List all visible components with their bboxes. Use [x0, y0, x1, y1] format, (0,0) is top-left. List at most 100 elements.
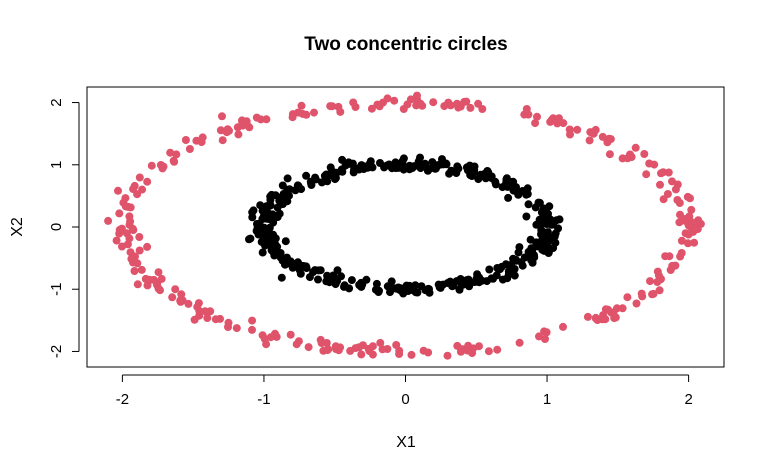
outer-circle-point — [170, 157, 179, 166]
outer-circle-point — [454, 103, 463, 112]
outer-circle-point — [288, 113, 297, 122]
outer-circle-point — [413, 91, 421, 100]
x-tick-label: -2 — [116, 391, 129, 408]
outer-circle-point — [138, 185, 147, 194]
inner-circle-point — [364, 163, 373, 172]
inner-circle-point — [539, 204, 548, 213]
y-axis: -2 -1 0 1 2 — [48, 98, 80, 358]
outer-circle-point — [668, 261, 677, 270]
outer-circle-point — [656, 180, 664, 189]
outer-circle-point — [115, 209, 124, 218]
y-tick-label: 1 — [48, 161, 65, 169]
outer-circle-point — [606, 135, 615, 144]
outer-circle-point — [357, 350, 366, 359]
outer-circle-point — [234, 130, 243, 139]
inner-circle-point — [288, 263, 297, 272]
outer-circle-point — [541, 335, 549, 343]
outer-circle-point — [149, 275, 158, 284]
outer-circle-point — [118, 242, 126, 251]
outer-circle-point — [201, 307, 210, 316]
inner-circle-point — [442, 160, 451, 169]
y-tick-label: 0 — [48, 223, 65, 231]
inner-circle-point — [481, 174, 490, 183]
inner-circle-point — [256, 201, 265, 210]
outer-circle-point — [286, 330, 295, 339]
outer-circle-point — [429, 98, 438, 107]
outer-circle-point — [367, 104, 376, 113]
inner-circle-point — [445, 169, 454, 178]
outer-circle-point — [171, 285, 180, 294]
outer-circle-point — [673, 180, 682, 189]
outer-circle-point — [665, 252, 674, 261]
inner-circle-point — [332, 168, 341, 177]
outer-circle-point — [248, 316, 257, 325]
outer-circle-point — [598, 132, 607, 141]
inner-circle-point — [286, 257, 295, 266]
outer-circle-point — [117, 224, 126, 233]
outer-circle-point — [676, 210, 684, 219]
outer-circle-point — [632, 299, 641, 308]
outer-circle-point — [686, 194, 694, 203]
outer-circle-point — [176, 296, 185, 305]
outer-circle-point — [675, 218, 684, 227]
outer-circle-point — [137, 265, 146, 274]
inner-circle-point — [324, 272, 333, 281]
outer-circle-point — [649, 289, 658, 298]
outer-circle-point — [559, 322, 567, 331]
inner-circle-point — [372, 279, 381, 288]
inner-circle-point — [498, 275, 507, 284]
outer-circle-point — [446, 101, 455, 110]
outer-circle-point — [686, 223, 695, 232]
outer-circle-point — [133, 259, 142, 268]
outer-circle-point — [317, 339, 326, 347]
inner-circle-point — [307, 181, 316, 189]
outer-circle-point — [135, 173, 144, 182]
y-tick-label: -2 — [48, 345, 65, 358]
inner-circle-point — [283, 174, 292, 183]
outer-circle-point — [130, 267, 139, 275]
outer-circle-point — [292, 340, 301, 349]
inner-circle-point — [530, 251, 538, 260]
outer-circle-point — [157, 274, 166, 283]
outer-circle-point — [143, 242, 152, 251]
outer-circle-point — [655, 275, 664, 284]
inner-circle-point — [262, 202, 271, 211]
inner-circle-point — [425, 285, 433, 294]
outer-circle-point — [166, 148, 175, 157]
outer-circle-point — [515, 338, 524, 347]
outer-circle-point — [242, 117, 251, 126]
outer-circle-point — [676, 252, 685, 261]
inner-circle-point — [391, 164, 400, 173]
outer-circle-point — [323, 346, 332, 354]
outer-circle-point — [464, 341, 473, 350]
outer-circle-point — [549, 114, 558, 123]
outer-circle-point — [126, 217, 135, 226]
x-tick-label: 2 — [684, 391, 692, 408]
outer-circle-point — [126, 248, 135, 257]
x-axis: -2 -1 0 1 2 — [116, 374, 693, 408]
outer-circle-point — [223, 125, 232, 134]
inner-circle-point — [266, 192, 275, 201]
inner-circle-point — [340, 282, 348, 291]
outer-circle-point — [256, 115, 265, 124]
outer-circle-point — [591, 125, 600, 134]
inner-circle-point — [402, 281, 411, 290]
inner-circle-point — [464, 275, 473, 284]
outer-circle-point — [535, 332, 543, 341]
outer-circle-point — [605, 150, 614, 159]
inner-circle-point — [431, 164, 440, 173]
inner-circle-point — [350, 166, 358, 175]
outer-circle-point — [262, 115, 271, 124]
outer-circle-point — [297, 101, 306, 110]
inner-circle-point — [435, 283, 444, 292]
outer-circle-point — [378, 345, 387, 354]
outer-circle-point — [376, 338, 385, 347]
outer-circle-point — [623, 154, 632, 163]
outer-circle-point — [462, 97, 471, 106]
outer-circle-point — [133, 280, 142, 289]
inner-circle-point — [414, 157, 423, 166]
outer-circle-point — [399, 105, 408, 113]
inner-circle-point — [316, 266, 325, 275]
outer-circle-point — [326, 102, 335, 111]
inner-circle-point — [331, 278, 340, 286]
